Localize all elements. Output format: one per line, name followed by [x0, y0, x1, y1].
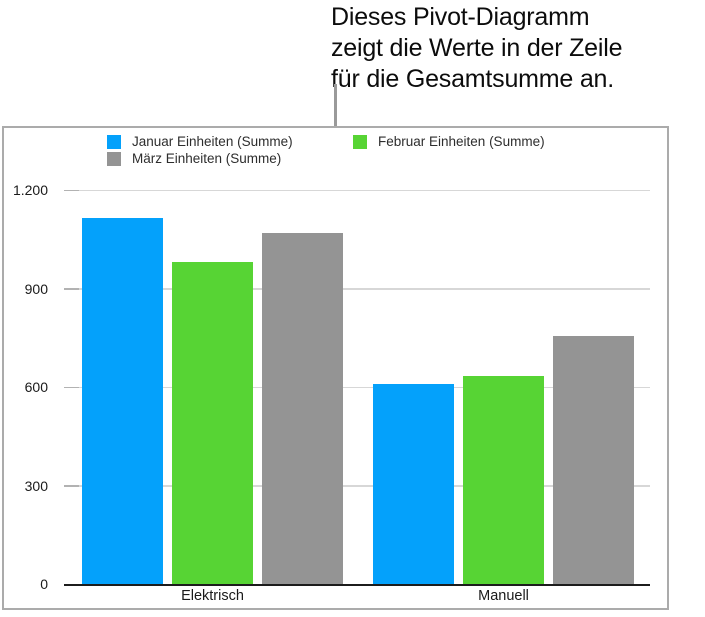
- callout-text-line: zeigt die Werte in der Zeile: [331, 34, 623, 62]
- y-axis-tick-1200: [64, 189, 79, 191]
- legend-item-januar[interactable]: Januar Einheiten (Summe): [107, 134, 293, 149]
- bar-manuell-märz[interactable]: [553, 336, 634, 584]
- y-axis-tick-900: [64, 288, 79, 290]
- callout-text-line: für die Gesamtsumme an.: [331, 65, 615, 93]
- bar-elektrisch-februar[interactable]: [172, 262, 253, 584]
- legend-swatch-maerz: [107, 151, 121, 166]
- callout-text: Dieses Pivot-Diagramm zeigt die Werte in…: [331, 2, 705, 95]
- y-axis-tick-600: [64, 386, 79, 388]
- gridline-900: [64, 288, 650, 290]
- legend-swatch-januar: [107, 134, 121, 149]
- legend-label-maerz: März Einheiten (Summe): [132, 151, 282, 166]
- bar-elektrisch-märz[interactable]: [262, 232, 343, 584]
- y-axis-label-300: 300: [24, 477, 48, 494]
- y-axis-label-600: 600: [24, 379, 48, 395]
- gridline-300: [64, 485, 650, 487]
- y-axis-label-900: 900: [24, 280, 48, 297]
- legend-swatch-februar: [353, 134, 367, 149]
- pivot-chart[interactable]: Januar Einheiten (Summe) Februar Einheit…: [2, 126, 669, 610]
- bar-manuell-januar[interactable]: [373, 383, 454, 584]
- y-axis-tick-300: [64, 485, 79, 487]
- callout-text-line: Dieses Pivot-Diagramm: [331, 3, 590, 31]
- bar-manuell-februar[interactable]: [463, 375, 544, 584]
- plot-area: [64, 189, 650, 586]
- gridline-1200: [64, 189, 650, 191]
- bar-elektrisch-januar[interactable]: [82, 217, 163, 584]
- legend-item-februar[interactable]: Februar Einheiten (Summe): [353, 134, 545, 149]
- legend-item-maerz[interactable]: März Einheiten (Summe): [107, 151, 281, 166]
- gridline-600: [64, 386, 650, 388]
- legend-label-februar: Februar Einheiten (Summe): [378, 134, 545, 149]
- legend-label-januar: Januar Einheiten (Summe): [132, 134, 293, 149]
- y-axis-label-0: 0: [40, 576, 48, 592]
- x-axis-label-elektrisch: Elektrisch: [181, 588, 244, 604]
- callout-connector-line: [334, 84, 337, 127]
- x-axis-label-manuell: Manuell: [478, 588, 529, 604]
- y-axis-label-1200: 1.200: [12, 182, 48, 198]
